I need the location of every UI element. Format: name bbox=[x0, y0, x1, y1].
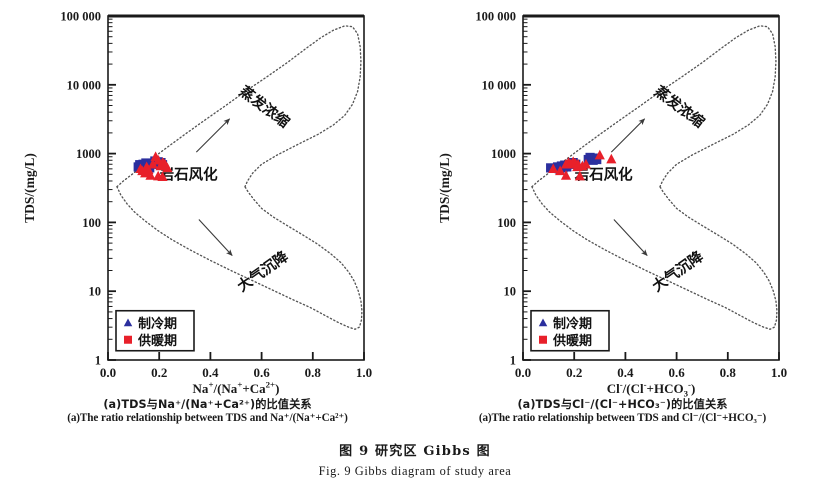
y-tick-label: 100 bbox=[497, 216, 516, 230]
panel-b-cl: 100 000 10 000 1000 100 10 1 TDS/(mg/L) 0.0 0.2 0… bbox=[415, 0, 830, 436]
evaporation-arrow bbox=[610, 118, 646, 153]
legend-box bbox=[115, 309, 195, 352]
y-axis-title: TDS/(mg/L) bbox=[22, 153, 37, 223]
y-tick-label: 100 000 bbox=[475, 10, 516, 24]
data-point-marker bbox=[162, 162, 173, 173]
y-axis: 100 000 10 000 1000 100 10 1 bbox=[60, 10, 116, 368]
y-tick-label: 1 bbox=[95, 354, 101, 368]
evaporation-arrow bbox=[195, 118, 231, 153]
legend-label: 制冷期 bbox=[553, 316, 592, 332]
envelope-lower-lobe bbox=[531, 186, 778, 330]
data-point-marker bbox=[606, 153, 617, 164]
x-tick-label: 0.2 bbox=[566, 365, 582, 380]
precipitation-arrow bbox=[198, 219, 233, 257]
y-axis-title: TDS/(mg/L) bbox=[437, 153, 452, 223]
x-tick-label: 0.0 bbox=[515, 365, 531, 380]
data-point-marker bbox=[594, 149, 605, 160]
x-tick-label: 1.0 bbox=[771, 365, 787, 380]
y-tick-label: 100 000 bbox=[60, 10, 101, 24]
y-tick-label: 1000 bbox=[76, 147, 101, 161]
legend-box bbox=[530, 309, 610, 352]
data-point-marker bbox=[560, 170, 572, 180]
y-tick-label: 10 bbox=[89, 285, 102, 299]
data-point-marker bbox=[147, 158, 158, 169]
figure-caption-cn: 图 9 研究区 Gibbs 图 bbox=[339, 444, 491, 459]
legend-label: 制冷期 bbox=[138, 316, 177, 332]
x-tick-label: 0.4 bbox=[202, 365, 219, 380]
subcaption-cl-en: (a)The ratio relationship between TDS an… bbox=[478, 411, 767, 424]
x-axis: 0.0 0.2 0.4 0.6 0.8 1.0 bbox=[515, 352, 787, 380]
legend-marker-triangle-icon bbox=[538, 318, 548, 327]
y-axis: 100 000 10 000 1000 100 10 1 bbox=[475, 10, 531, 368]
x-tick-label: 0.4 bbox=[617, 365, 634, 380]
x-tick-label: 0.2 bbox=[151, 365, 167, 380]
y-tick-label: 10 000 bbox=[67, 78, 101, 92]
envelope-upper-lobe bbox=[116, 25, 362, 188]
figure-caption-en: Fig. 9 Gibbs diagram of study area bbox=[318, 464, 512, 478]
gibbs-envelope bbox=[531, 25, 778, 330]
y-tick-label: 10 bbox=[504, 285, 517, 299]
y-tick-label: 100 bbox=[82, 216, 101, 230]
subcaption-na-en: (a)The ratio relationship between TDS an… bbox=[67, 411, 348, 424]
subcaption-na: (a)TDS与Na⁺/(Na⁺+Ca²⁺)的比值关系 (a)The ratio … bbox=[0, 398, 415, 425]
x-tick-label: 0.6 bbox=[253, 365, 270, 380]
x-axis: 0.0 0.2 0.4 0.6 0.8 1.0 bbox=[100, 352, 372, 380]
gibbs-envelope bbox=[116, 25, 363, 330]
data-point-marker bbox=[555, 165, 566, 176]
subcaption-cl: (a)TDS与Cl⁻/(Cl⁻+HCO₃⁻)的比值关系 (a)The ratio… bbox=[415, 398, 830, 425]
x-axis-title: Na+/(Na++Ca2+) bbox=[193, 381, 280, 396]
y-tick-label: 1000 bbox=[491, 147, 516, 161]
data-point-marker bbox=[546, 163, 556, 173]
x-tick-label: 0.8 bbox=[720, 365, 737, 380]
y-tick-label: 10 000 bbox=[482, 78, 516, 92]
figure-caption: 图 9 研究区 Gibbs 图 Fig. 9 Gibbs diagram of … bbox=[0, 440, 830, 479]
y-tick-label: 1 bbox=[510, 354, 516, 368]
x-tick-label: 0.0 bbox=[100, 365, 116, 380]
plot-frame bbox=[522, 15, 780, 361]
y-minor-ticks bbox=[108, 18, 113, 340]
data-point-marker bbox=[157, 171, 168, 181]
y-minor-ticks bbox=[523, 18, 528, 340]
panels-container: 100 000 10 000 1000 100 10 1 TDS/(mg/L) 0.0 0.2 0… bbox=[0, 0, 830, 436]
precipitation-arrow bbox=[613, 219, 648, 257]
legend-marker-square-icon bbox=[124, 335, 132, 344]
legend-label: 供暖期 bbox=[552, 333, 592, 349]
legend-label: 供暖期 bbox=[137, 333, 177, 349]
subcaption-cl-cn: (a)TDS与Cl⁻/(Cl⁻+HCO₃⁻)的比值关系 bbox=[517, 398, 728, 411]
legend-marker-square-icon bbox=[539, 335, 547, 344]
envelope-upper-lobe bbox=[531, 25, 777, 188]
x-tick-label: 1.0 bbox=[356, 365, 372, 380]
data-point-marker bbox=[572, 161, 583, 172]
series-heating bbox=[548, 149, 617, 181]
x-tick-label: 0.6 bbox=[668, 365, 685, 380]
annotation-rock-weathering: 岩石风化 bbox=[574, 166, 633, 184]
data-point-marker bbox=[548, 163, 559, 174]
data-point-marker bbox=[145, 170, 156, 180]
panel-a-na: 100 000 10 000 1000 100 10 1 TDS/(mg/L) 0.0 0.2 0… bbox=[0, 0, 415, 436]
envelope-lower-lobe bbox=[116, 186, 363, 330]
plot-frame bbox=[107, 15, 365, 361]
data-point-marker bbox=[592, 154, 602, 165]
series-heating bbox=[135, 151, 173, 181]
subcaption-na-cn: (a)TDS与Na⁺/(Na⁺+Ca²⁺)的比值关系 bbox=[103, 398, 312, 411]
x-axis-title: Cl-/(Cl-+HCO3-) bbox=[607, 381, 696, 398]
data-point-marker bbox=[574, 170, 585, 181]
x-tick-label: 0.8 bbox=[305, 365, 322, 380]
annotation-rock-weathering: 岩石风化 bbox=[159, 166, 218, 184]
legend-marker-triangle-icon bbox=[123, 318, 133, 327]
